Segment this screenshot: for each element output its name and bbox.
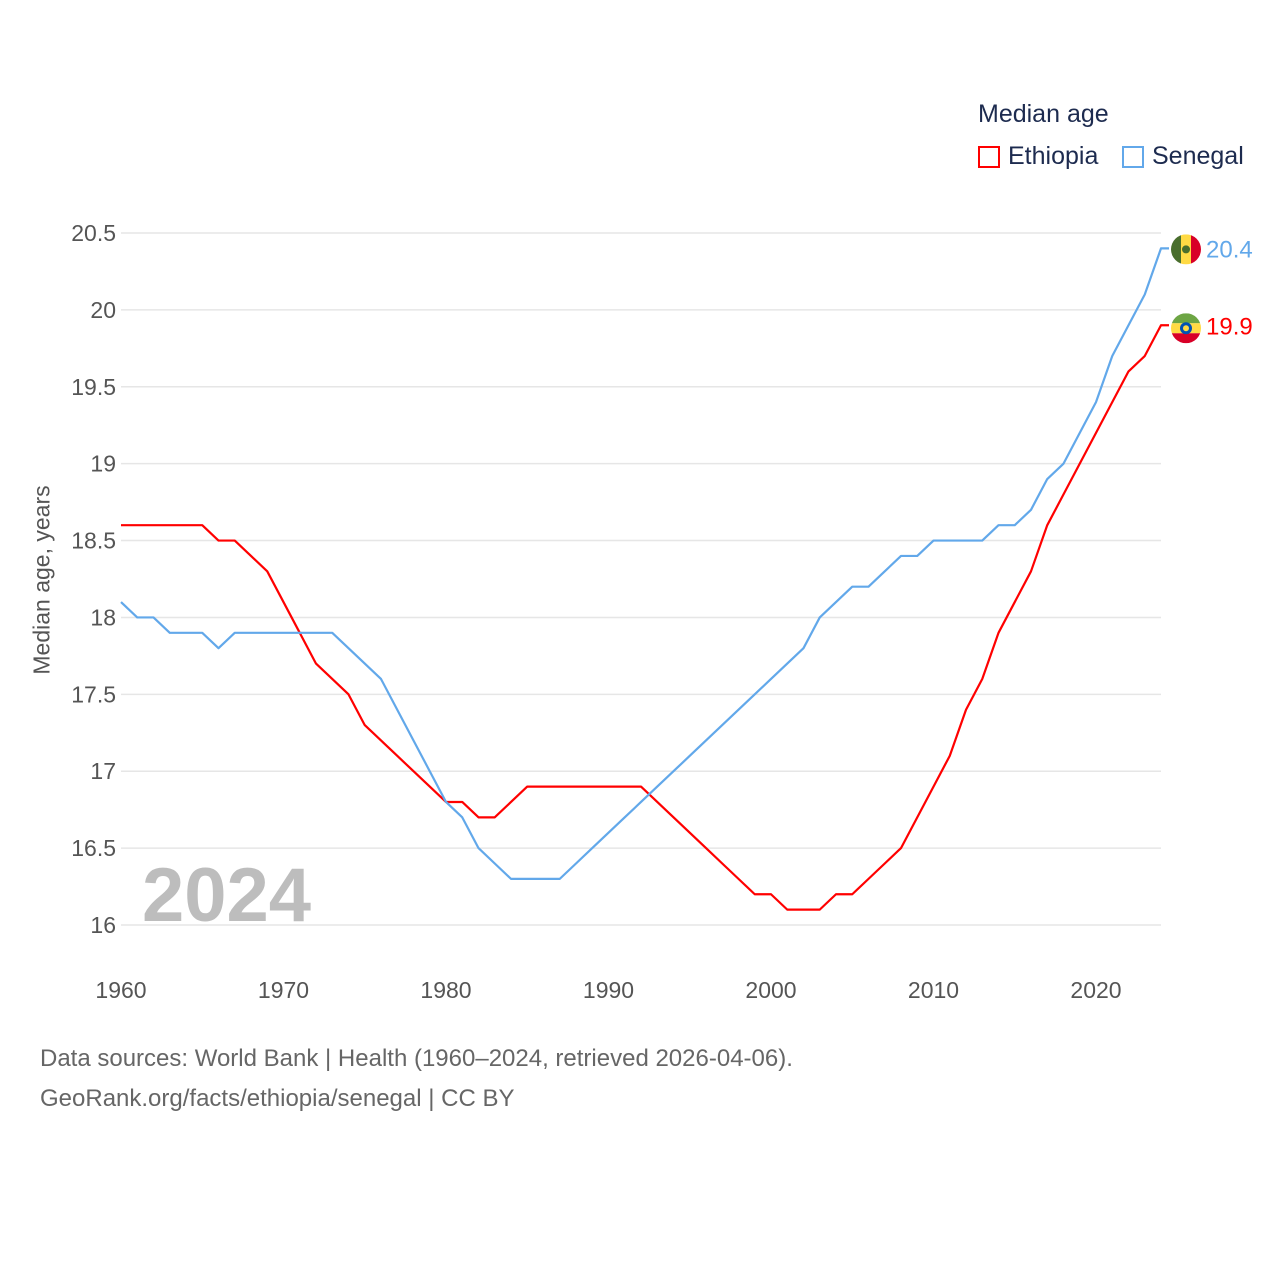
x-tick-label: 1990 [583, 977, 634, 1003]
flag-part [1171, 234, 1181, 265]
ethiopia-flag-icon [1171, 313, 1201, 344]
flag-part [1183, 325, 1189, 332]
current-year-watermark: 2024 [142, 853, 312, 938]
x-tick-label: 1960 [95, 977, 146, 1003]
y-tick-label: 16 [90, 912, 116, 938]
legend-title: Median age [978, 100, 1109, 128]
y-tick-label: 18 [90, 604, 116, 630]
legend-swatch-ethiopia [978, 145, 1000, 168]
x-tick-label: 1980 [420, 977, 471, 1003]
legend-item-senegal[interactable]: Senegal [1122, 142, 1244, 171]
legend-item-ethiopia[interactable]: Ethiopia [978, 142, 1098, 171]
y-tick-label: 16.5 [71, 835, 116, 861]
attribution-line: GeoRank.org/facts/ethiopia/senegal | CC … [40, 1085, 515, 1112]
flag-part [1191, 234, 1201, 265]
flag-part [1171, 333, 1201, 344]
y-tick-label: 17.5 [71, 681, 116, 707]
y-tick-label: 19 [90, 451, 116, 477]
legend-swatch-senegal [1122, 145, 1144, 168]
end-value-label-senegal: 20.4 [1206, 236, 1253, 263]
x-tick-label: 2000 [745, 977, 796, 1003]
series-line-senegal [120, 247, 1169, 880]
flag-part [1171, 313, 1201, 324]
y-tick-label: 20.5 [71, 220, 116, 246]
y-tick-label: 19.5 [71, 374, 116, 400]
y-tick-label: 18.5 [71, 528, 116, 554]
legend-label-senegal: Senegal [1152, 142, 1244, 170]
x-tick-label: 1970 [258, 977, 309, 1003]
flag-part [1182, 245, 1190, 254]
end-value-label-ethiopia: 19.9 [1206, 313, 1253, 340]
senegal-flag-icon [1171, 234, 1201, 265]
y-tick-label: 20 [90, 297, 116, 323]
y-tick-label: 17 [90, 758, 116, 784]
y-axis-label: Median age, years [28, 485, 55, 675]
x-tick-label: 2020 [1070, 977, 1121, 1003]
x-tick-label: 2010 [908, 977, 959, 1003]
legend-label-ethiopia: Ethiopia [1008, 142, 1099, 170]
source-line: Data sources: World Bank | Health (1960–… [40, 1045, 793, 1072]
